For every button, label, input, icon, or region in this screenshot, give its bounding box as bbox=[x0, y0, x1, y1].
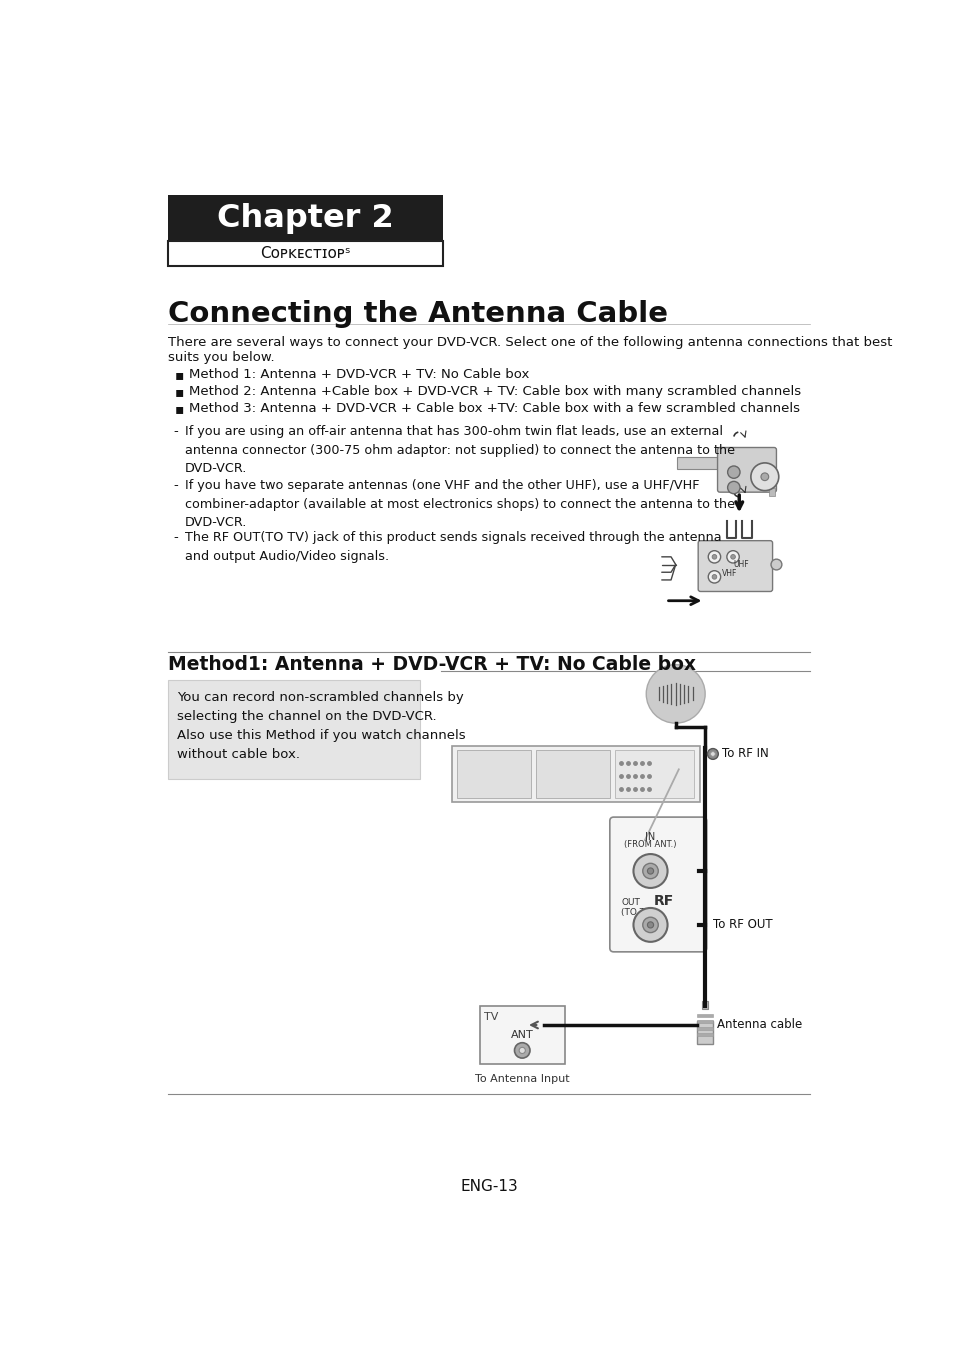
Text: ▪: ▪ bbox=[174, 385, 184, 400]
Bar bbox=[697, 1020, 712, 1023]
Circle shape bbox=[642, 863, 658, 878]
Text: The RF OUT(TO TV) jack of this product sends signals received through the antenn: The RF OUT(TO TV) jack of this product s… bbox=[185, 531, 721, 562]
Text: If you have two separate antennas (one VHF and the other UHF), use a UHF/VHF
com: If you have two separate antennas (one V… bbox=[185, 480, 735, 528]
FancyBboxPatch shape bbox=[609, 817, 706, 951]
Text: ▪: ▪ bbox=[174, 369, 184, 382]
Text: Method 1: Antenna + DVD-VCR + TV: No Cable box: Method 1: Antenna + DVD-VCR + TV: No Cab… bbox=[189, 369, 529, 381]
Text: TV: TV bbox=[484, 1012, 498, 1022]
Circle shape bbox=[727, 466, 740, 478]
Text: (FROM ANT.): (FROM ANT.) bbox=[623, 840, 676, 850]
Text: To RF OUT: To RF OUT bbox=[712, 919, 772, 931]
Text: Cᴏᴘᴋᴇᴄᴛɪᴏᴘˢ: Cᴏᴘᴋᴇᴄᴛɪᴏᴘˢ bbox=[260, 247, 351, 262]
Bar bbox=[697, 1027, 712, 1030]
Bar bbox=[697, 1015, 712, 1018]
Text: -: - bbox=[173, 531, 178, 545]
Bar bbox=[456, 751, 530, 798]
Circle shape bbox=[711, 575, 716, 579]
Text: Chapter 2: Chapter 2 bbox=[217, 202, 394, 233]
Circle shape bbox=[514, 1043, 530, 1058]
Circle shape bbox=[647, 869, 653, 874]
Text: You can record non-scrambled channels by
selecting the channel on the DVD-VCR.
A: You can record non-scrambled channels by… bbox=[177, 691, 465, 760]
Text: If you are using an off-air antenna that has 300-ohm twin flat leads, use an ext: If you are using an off-air antenna that… bbox=[185, 425, 735, 476]
Text: ▪: ▪ bbox=[174, 402, 184, 416]
Circle shape bbox=[633, 908, 667, 942]
FancyBboxPatch shape bbox=[698, 541, 772, 592]
Text: RF: RF bbox=[654, 894, 674, 908]
Bar bbox=[697, 1033, 712, 1035]
Bar bbox=[168, 195, 443, 241]
Circle shape bbox=[518, 1047, 525, 1053]
Text: Method 2: Antenna +Cable box + DVD-VCR + TV: Cable box with many scrambled chann: Method 2: Antenna +Cable box + DVD-VCR +… bbox=[189, 385, 801, 398]
Circle shape bbox=[770, 560, 781, 570]
Bar bbox=[768, 488, 774, 496]
Text: Method 3: Antenna + DVD-VCR + Cable box +TV: Cable box with a few scrambled chan: Method 3: Antenna + DVD-VCR + Cable box … bbox=[189, 402, 800, 415]
Circle shape bbox=[710, 752, 715, 756]
Text: -: - bbox=[173, 425, 178, 438]
Bar bbox=[701, 1001, 707, 1009]
Bar bbox=[531, 1022, 536, 1028]
Bar bbox=[452, 747, 700, 802]
Circle shape bbox=[647, 921, 653, 928]
Bar bbox=[526, 1019, 548, 1030]
Text: UHF: UHF bbox=[732, 560, 748, 569]
Bar bbox=[615, 751, 694, 798]
Circle shape bbox=[642, 917, 658, 932]
Circle shape bbox=[760, 473, 768, 481]
Circle shape bbox=[750, 463, 778, 491]
Circle shape bbox=[645, 665, 704, 724]
Circle shape bbox=[727, 481, 740, 493]
Circle shape bbox=[707, 748, 718, 759]
Bar bbox=[168, 680, 419, 779]
Bar bbox=[168, 241, 443, 266]
Text: Antenna cable: Antenna cable bbox=[716, 1019, 801, 1031]
Circle shape bbox=[730, 554, 735, 560]
Text: ANT: ANT bbox=[511, 1030, 533, 1041]
Text: -: - bbox=[173, 480, 178, 492]
Circle shape bbox=[707, 570, 720, 583]
Bar bbox=[479, 1005, 564, 1064]
FancyBboxPatch shape bbox=[717, 447, 776, 492]
Circle shape bbox=[707, 550, 720, 562]
Text: To Antenna Input: To Antenna Input bbox=[475, 1075, 569, 1084]
Text: OUT: OUT bbox=[620, 898, 639, 906]
Text: (TO TV): (TO TV) bbox=[620, 908, 655, 917]
Text: IN: IN bbox=[645, 832, 655, 843]
Text: To RF IN: To RF IN bbox=[721, 748, 768, 760]
Text: Method1: Antenna + DVD-VCR + TV: No Cable box: Method1: Antenna + DVD-VCR + TV: No Cabl… bbox=[168, 656, 696, 675]
Text: ENG-13: ENG-13 bbox=[459, 1179, 517, 1194]
Text: Connecting the Antenna Cable: Connecting the Antenna Cable bbox=[168, 299, 667, 328]
Text: There are several ways to connect your DVD-VCR. Select one of the following ante: There are several ways to connect your D… bbox=[168, 336, 891, 364]
Circle shape bbox=[726, 550, 739, 562]
Bar bbox=[697, 1022, 712, 1045]
Bar bbox=[677, 457, 723, 469]
Bar bbox=[536, 751, 609, 798]
Text: VHF: VHF bbox=[721, 569, 737, 579]
Circle shape bbox=[711, 554, 716, 560]
Circle shape bbox=[633, 854, 667, 888]
